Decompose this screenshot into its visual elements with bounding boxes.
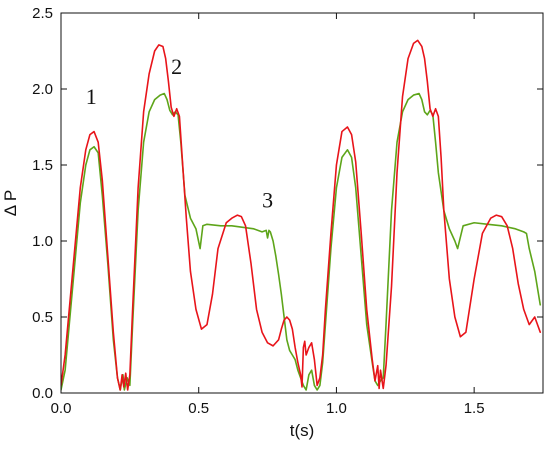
peak-annotation: 3 <box>262 188 273 213</box>
y-tick-label: 2.5 <box>32 5 53 22</box>
y-tick-label: 1.5 <box>32 157 53 174</box>
series-line-2 <box>61 92 542 391</box>
x-tick-label: 1.0 <box>326 400 347 417</box>
series-layer <box>61 39 542 391</box>
y-tick-label: 0.5 <box>32 309 53 326</box>
y-tick-label: 1.0 <box>32 233 53 250</box>
x-tick-label: 0.5 <box>188 400 209 417</box>
labels-layer: 0.0 0.5 1.0 1.5 0.0 0.5 1.0 1.5 2.0 2.5 <box>32 5 484 417</box>
peak-annotation: 2 <box>171 54 182 79</box>
ticks-layer <box>60 12 543 394</box>
y-tick-label: 2.0 <box>32 81 53 98</box>
y-axis-label: Δ P <box>1 190 20 216</box>
annotation-layer: 1 2 3 <box>86 54 273 213</box>
peak-annotation: 1 <box>86 84 97 109</box>
x-tick-label: 1.5 <box>464 400 485 417</box>
x-axis-label: t(s) <box>290 421 315 440</box>
plot-frame <box>60 12 544 394</box>
y-tick-label: 0.0 <box>32 385 53 402</box>
x-tick-label: 0.0 <box>51 400 72 417</box>
series-line-1 <box>61 39 542 391</box>
